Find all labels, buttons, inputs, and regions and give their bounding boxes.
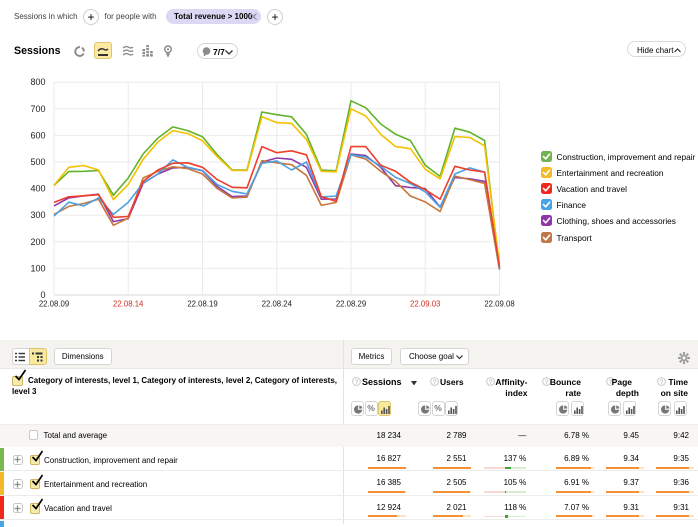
- svg-text:0: 0: [40, 290, 45, 300]
- svg-text:22.08.29: 22.08.29: [336, 300, 366, 309]
- svg-text:400: 400: [30, 184, 45, 194]
- svg-text:22.08.09: 22.08.09: [39, 300, 69, 309]
- svg-text:22.09.08: 22.09.08: [484, 300, 514, 309]
- svg-text:?: ?: [659, 380, 663, 386]
- svg-text:?: ?: [355, 380, 359, 386]
- svg-text:?: ?: [545, 380, 549, 386]
- svg-text:22.09.03: 22.09.03: [410, 300, 440, 309]
- svg-text:200: 200: [30, 237, 45, 247]
- svg-text:800: 800: [30, 77, 45, 87]
- svg-text:600: 600: [30, 130, 45, 140]
- svg-text:?: ?: [433, 380, 437, 386]
- svg-text:22.08.24: 22.08.24: [262, 300, 293, 309]
- svg-text:22.08.14: 22.08.14: [113, 300, 144, 309]
- svg-text:?: ?: [489, 380, 493, 386]
- svg-text:22.08.19: 22.08.19: [187, 300, 217, 309]
- svg-text:700: 700: [30, 104, 45, 114]
- svg-text:?: ?: [608, 380, 612, 386]
- svg-text:100: 100: [30, 263, 45, 273]
- svg-text:500: 500: [30, 157, 45, 167]
- svg-text:300: 300: [30, 210, 45, 220]
